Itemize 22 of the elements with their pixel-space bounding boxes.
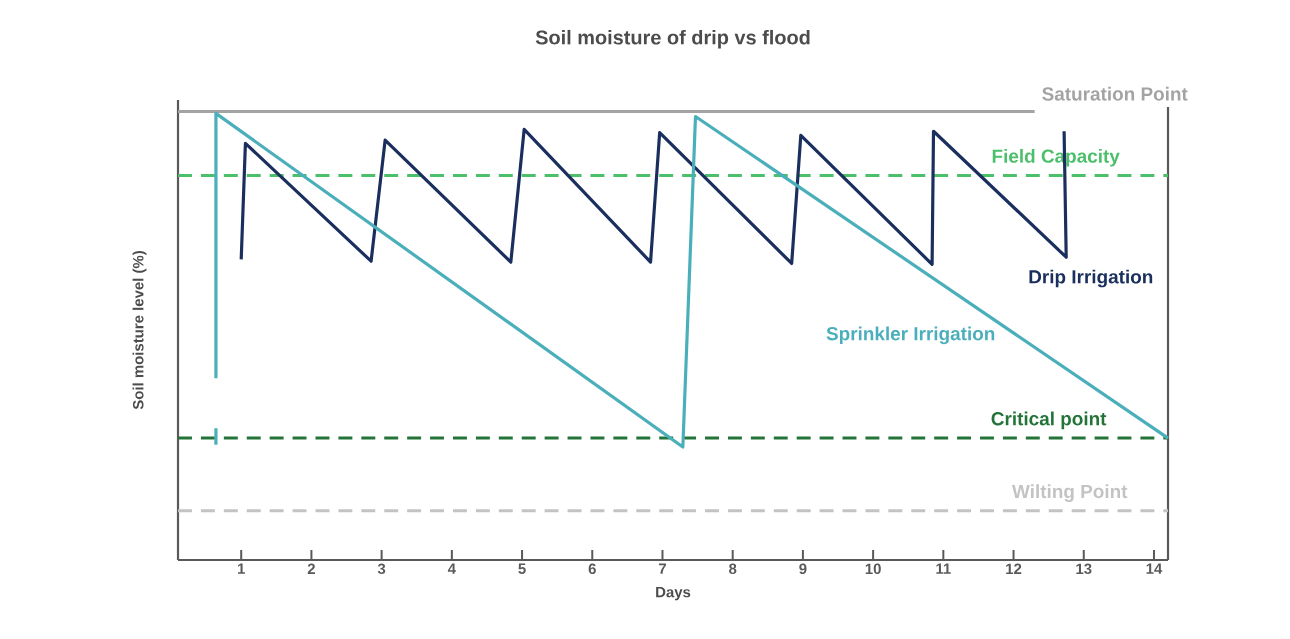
ref-line-label: Critical point	[991, 411, 1107, 430]
x-tick-label: 7	[658, 563, 666, 574]
x-tick-label: 2	[307, 563, 315, 574]
x-tick-label: 5	[518, 563, 526, 574]
x-tick-label: 12	[1006, 563, 1022, 574]
y-axis-title: Soil moisture level (%)	[132, 251, 147, 410]
x-tick-label: 9	[799, 563, 807, 575]
ref-line-label: Wilting Point	[1011, 484, 1128, 502]
ref-line-label: Saturation Point	[1042, 86, 1188, 101]
x-axis-title: Days	[656, 586, 691, 601]
x-tick-label: 4	[447, 563, 456, 574]
x-tick-label: 1	[237, 563, 245, 574]
x-tick-label: 11	[936, 563, 951, 574]
x-tick-label: 13	[1076, 563, 1092, 575]
x-tick-label: 6	[588, 563, 596, 575]
x-tick-label: 3	[377, 563, 386, 575]
x-tick-label: 14	[1146, 563, 1163, 574]
series-label: Drip Irrigation	[1029, 269, 1153, 288]
chart-title: Soil moisture of drip vs flood	[535, 29, 810, 49]
x-tick-label: 10	[865, 563, 881, 575]
series-label: Sprinkler Irrigation	[826, 326, 995, 345]
x-tick-label: 8	[729, 563, 737, 575]
